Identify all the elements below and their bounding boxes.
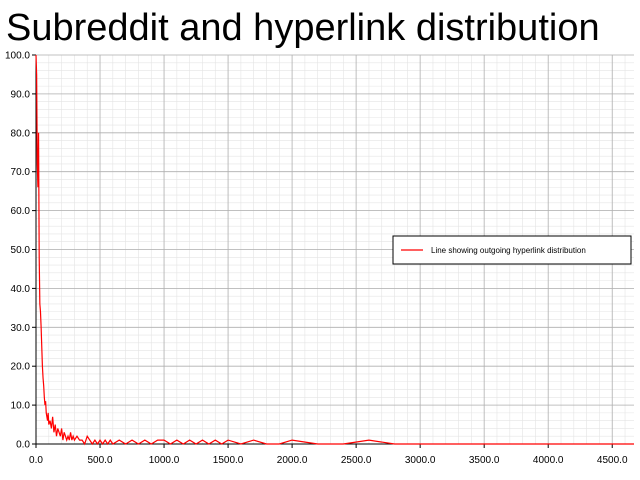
x-tick-label: 4000.0 [533,455,564,466]
x-tick-label: 3500.0 [469,455,500,466]
y-tick-label: 40.0 [11,284,31,295]
y-tick-label: 30.0 [11,323,31,334]
legend: Line showing outgoing hyperlink distribu… [392,235,632,265]
y-tick-label: 50.0 [11,245,31,256]
x-tick-label: 2000.0 [277,455,308,466]
legend-label: Line showing outgoing hyperlink distribu… [431,246,586,255]
y-tick-label: 0.0 [16,440,30,451]
y-tick-label: 80.0 [11,128,31,139]
y-tick-label: 10.0 [11,401,31,412]
x-tick-label: 500.0 [88,455,113,466]
legend-box [392,235,632,265]
y-tick-label: 20.0 [11,362,31,373]
series-line-0 [35,54,634,446]
x-tick-label: 2500.0 [341,455,372,466]
chart-title: Subreddit and hyperlink distribution [6,7,600,49]
x-tick-label: 3000.0 [405,455,436,466]
series [35,54,634,446]
x-tick-label: 1000.0 [149,455,180,466]
x-tick-label: 0.0 [29,455,43,466]
y-tick-label: 60.0 [11,206,31,217]
y-tick-label: 90.0 [11,89,31,100]
x-tick-label: 4500.0 [597,455,628,466]
x-tick-label: 1500.0 [213,455,244,466]
y-tick-label: 70.0 [11,167,31,178]
y-tick-label: 100.0 [5,51,30,62]
